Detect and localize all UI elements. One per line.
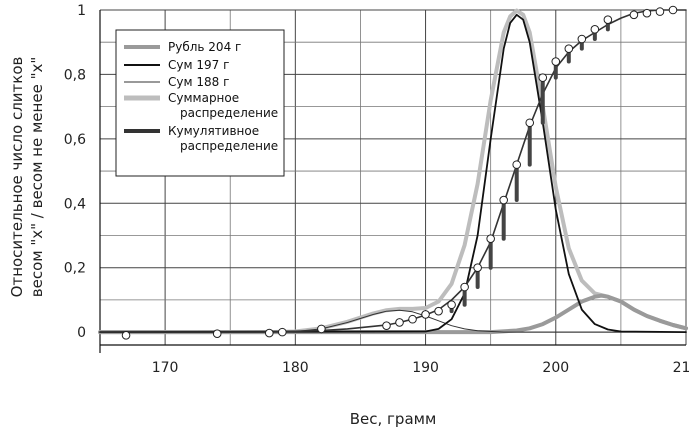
tick-layer: 170 180 190 200 210 0 0,2 0,4 0,6 0,8 1 [64, 3, 689, 376]
series-line-0 [98, 293, 688, 335]
data-point [486, 234, 495, 244]
data-point [421, 310, 430, 319]
data-point [434, 306, 443, 316]
data-point [551, 57, 561, 66]
y-tick-label: 0,6 [64, 132, 86, 148]
x-tick-label: 180 [282, 360, 309, 376]
y-axis-title-line2: весом "x" / весом не менее "x" [28, 57, 46, 297]
y-tick-label: 0,2 [64, 261, 86, 277]
legend-box [115, 29, 285, 177]
axes-layer [99, 10, 686, 353]
legend-label-sum188: Сум 188 г [168, 75, 229, 89]
data-point [278, 327, 287, 337]
x-tick-label: 200 [542, 360, 569, 376]
y-tick-label: 0,4 [64, 196, 86, 212]
data-point [447, 300, 456, 310]
data-point [408, 314, 417, 324]
data-point [590, 25, 600, 34]
data-point [642, 8, 652, 18]
data-point [460, 282, 469, 292]
data-point [564, 44, 574, 53]
legend-label-cum-l2: распределение [180, 139, 278, 153]
series-line-1 [99, 13, 687, 333]
legend-label-cum-l1: Кумулятивное [168, 124, 259, 138]
data-point [603, 15, 613, 24]
y-tick-label: 1 [77, 3, 86, 19]
data-point [655, 7, 665, 16]
legend-label-rubl: Рубль 204 г [168, 40, 241, 54]
x-tick-label: 210 [673, 360, 689, 376]
data-point [668, 5, 678, 15]
x-tick-label: 190 [412, 360, 439, 376]
marker-layer [121, 5, 678, 340]
y-tick-label: 0 [77, 325, 86, 341]
data-point [525, 118, 535, 128]
data-point [473, 263, 482, 272]
legend-label-cumulative: Кумулятивное распределение [168, 124, 278, 153]
x-tick-label: 170 [152, 360, 179, 376]
data-point [395, 318, 404, 327]
y-tick-label: 0,8 [64, 67, 86, 83]
x-axis-title: Вес, грамм [350, 410, 437, 428]
data-point [512, 160, 522, 169]
data-point [629, 10, 639, 20]
data-point [121, 331, 131, 340]
legend-label-total-l2: распределение [180, 106, 278, 120]
legend-label-sum197: Сум 197 г [168, 58, 229, 72]
legend-label-total-l1: Суммарное [168, 91, 239, 105]
legend-label-total: Суммарное распределение [168, 91, 278, 120]
y-axis-title-line1: Относительное число слитков [8, 57, 26, 298]
data-point [577, 34, 587, 44]
legend: Рубль 204 г Сум 197 г Сум 188 г Суммарно… [115, 29, 285, 177]
data-point [538, 73, 548, 82]
data-point [382, 321, 391, 330]
data-point [212, 329, 222, 339]
data-point [499, 195, 508, 205]
data-point [264, 328, 274, 338]
data-point [317, 324, 326, 334]
